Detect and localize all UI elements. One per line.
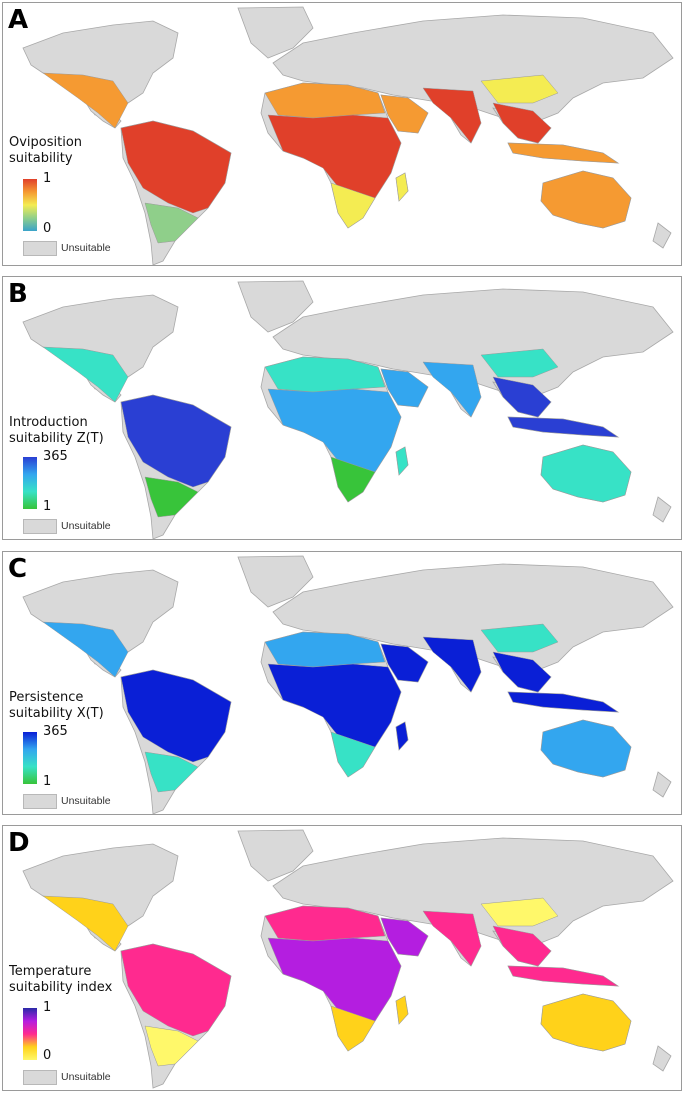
suitability-region-africaSouth <box>330 182 376 229</box>
legend-title: Temperature suitability index <box>9 964 113 995</box>
suitability-region-madagascarZ <box>395 446 409 476</box>
suitability-region-indonesiaZ <box>507 965 619 987</box>
landmass-newZealand <box>652 1045 672 1072</box>
suitability-region-indonesiaZ <box>507 416 619 438</box>
suitability-region-indiaZ <box>422 87 482 144</box>
legend-color-bar <box>23 1008 37 1060</box>
legend-title: Introduction suitability Z(T) <box>9 415 104 446</box>
suitability-region-southernAm <box>144 202 199 244</box>
suitability-region-southernAm <box>144 751 199 793</box>
suitability-region-chinaSouth <box>480 348 559 378</box>
suitability-region-madagascarZ <box>395 995 409 1025</box>
suitability-region-australiaZ <box>540 993 632 1052</box>
landmass-newZealand <box>652 771 672 798</box>
landmass-greenland <box>237 6 314 59</box>
landmass-greenland <box>237 555 314 608</box>
suitability-region-seAsiaZ <box>492 376 552 418</box>
suitability-region-indonesiaZ <box>507 691 619 713</box>
suitability-region-sahara <box>264 82 386 119</box>
legend-max-label: 365 <box>43 724 68 739</box>
unsuitable-swatch <box>23 241 57 256</box>
suitability-region-indonesiaZ <box>507 142 619 164</box>
world-map-b <box>22 280 674 539</box>
panel-label: A <box>8 5 29 35</box>
suitability-region-seAsiaZ <box>492 925 552 967</box>
suitability-region-sahara <box>264 356 386 393</box>
legend-min-label: 0 <box>43 1048 52 1063</box>
suitability-region-chinaSouth <box>480 897 559 927</box>
suitability-region-australiaZ <box>540 170 632 229</box>
suitability-region-arabiaZ <box>380 94 429 134</box>
legend-max-label: 1 <box>43 171 52 186</box>
map-panel-b: B Introduction suitability Z(T) 365 1 Uns… <box>2 276 682 540</box>
unsuitable-label: Unsuitable <box>61 795 111 807</box>
world-map-c <box>22 555 674 814</box>
world-map-a <box>22 6 674 265</box>
map-panel-d: D Temperature suitability index 1 0 Unsui… <box>2 825 682 1091</box>
suitability-region-chinaSouth <box>480 74 559 104</box>
suitability-region-chinaSouth <box>480 623 559 653</box>
unsuitable-swatch <box>23 1070 57 1085</box>
suitability-region-africaSouth <box>330 456 376 503</box>
suitability-region-africaTrop <box>267 388 402 473</box>
legend-color-bar <box>23 732 37 784</box>
legend-max-label: 365 <box>43 449 68 464</box>
unsuitable-label: Unsuitable <box>61 520 111 532</box>
suitability-region-seAsiaZ <box>492 102 552 144</box>
legend-color-bar <box>23 179 37 231</box>
world-map-d <box>22 829 674 1089</box>
suitability-region-sahara <box>264 905 386 942</box>
suitability-region-africaTrop <box>267 663 402 748</box>
landmass-greenland <box>237 829 314 882</box>
unsuitable-label: Unsuitable <box>61 1071 111 1083</box>
suitability-region-indiaZ <box>422 910 482 967</box>
suitability-region-seAsiaZ <box>492 651 552 693</box>
legend-min-label: 0 <box>43 221 52 236</box>
panel-label: C <box>8 554 28 584</box>
legend-title: Oviposition suitability <box>9 135 83 166</box>
legend-min-label: 1 <box>43 499 52 514</box>
suitability-region-tropAmerica <box>120 943 232 1037</box>
suitability-region-tropAmerica <box>120 394 232 488</box>
map-panel-c: C Persistence suitability X(T) 365 1 Unsu… <box>2 551 682 815</box>
suitability-region-sahara <box>264 631 386 668</box>
suitability-region-indiaZ <box>422 636 482 693</box>
suitability-region-africaTrop <box>267 114 402 199</box>
suitability-region-africaSouth <box>330 1005 376 1052</box>
suitability-region-centralAm <box>42 895 129 952</box>
panel-label: B <box>8 279 28 309</box>
suitability-region-madagascarZ <box>395 172 409 202</box>
legend-max-label: 1 <box>43 1000 52 1015</box>
unsuitable-swatch <box>23 519 57 534</box>
suitability-region-arabiaZ <box>380 917 429 957</box>
suitability-region-indiaZ <box>422 361 482 418</box>
unsuitable-swatch <box>23 794 57 809</box>
suitability-region-madagascarZ <box>395 721 409 751</box>
suitability-region-tropAmerica <box>120 669 232 763</box>
unsuitable-label: Unsuitable <box>61 242 111 254</box>
landmass-newZealand <box>652 496 672 523</box>
landmass-greenland <box>237 280 314 333</box>
suitability-region-australiaZ <box>540 719 632 778</box>
suitability-region-tropAmerica <box>120 120 232 214</box>
suitability-region-africaTrop <box>267 937 402 1022</box>
landmass-newZealand <box>652 222 672 249</box>
panel-label: D <box>8 828 30 858</box>
suitability-region-arabiaZ <box>380 643 429 683</box>
suitability-region-southernAm <box>144 476 199 518</box>
suitability-region-southernAm <box>144 1025 199 1067</box>
suitability-region-centralAm <box>42 346 129 403</box>
legend-title: Persistence suitability X(T) <box>9 690 104 721</box>
suitability-region-australiaZ <box>540 444 632 503</box>
suitability-region-arabiaZ <box>380 368 429 408</box>
map-panel-a: A Oviposition suitability 1 0 Unsuitable <box>2 2 682 266</box>
suitability-region-africaSouth <box>330 731 376 778</box>
legend-color-bar <box>23 457 37 509</box>
suitability-region-centralAm <box>42 621 129 678</box>
suitability-region-centralAm <box>42 72 129 129</box>
legend-min-label: 1 <box>43 774 52 789</box>
